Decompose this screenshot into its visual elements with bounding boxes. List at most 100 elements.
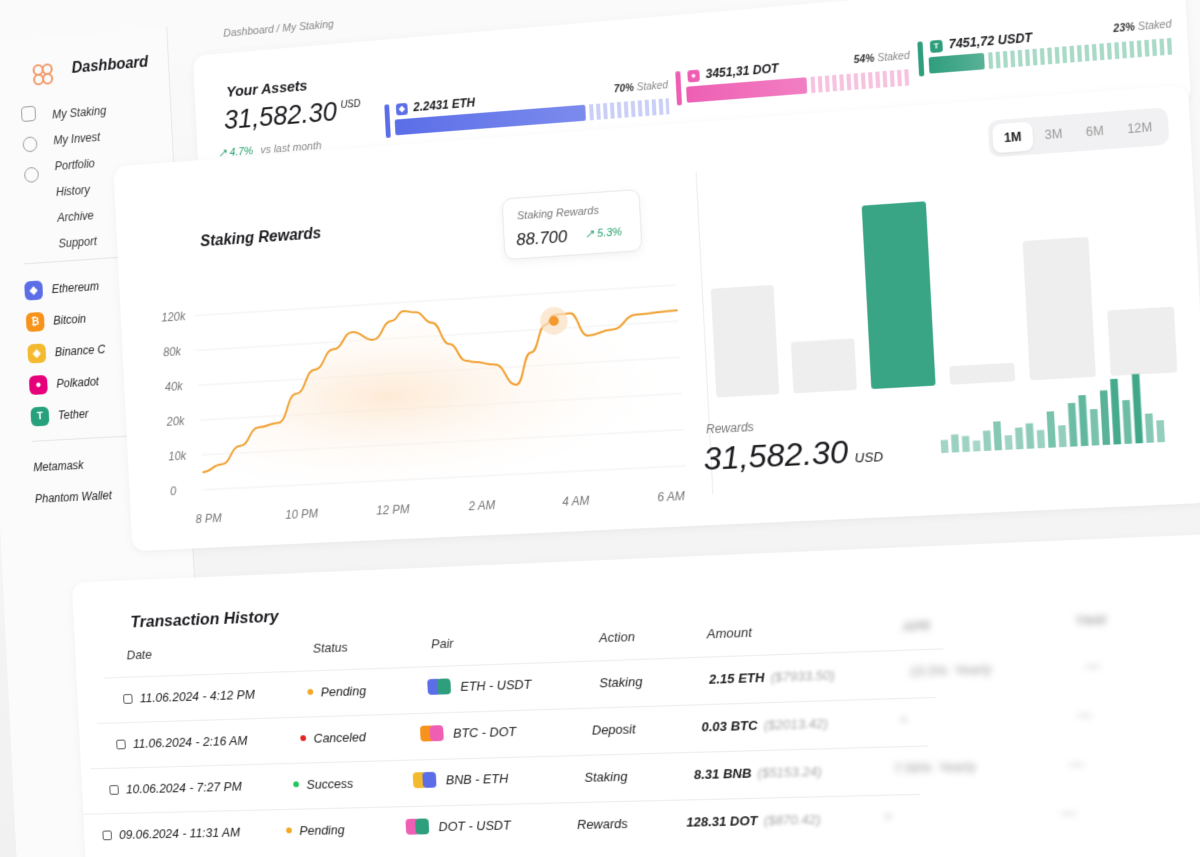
spark-bar: [1005, 435, 1013, 450]
amount-text: 2.15 ETH: [709, 670, 765, 687]
asset-staked-label: Staked: [877, 51, 910, 65]
column-header[interactable]: Action: [599, 629, 636, 645]
date-cell: 09.06.2024 - 11:31 AM: [102, 825, 240, 843]
asset-unstaked-ticks: [810, 69, 911, 93]
spark-bar: [951, 434, 959, 452]
period-tabs: 1M 3M 6M 12M: [987, 107, 1169, 157]
date-cell: 11.06.2024 - 4:12 PM: [123, 687, 255, 706]
amount-text: 8.31 BNB: [693, 765, 751, 782]
apr-note: Yearly: [953, 661, 992, 678]
pair-cell: BTC - DOT: [420, 723, 517, 742]
transactions-title: Transaction History: [130, 607, 279, 632]
apr-cell: •: [885, 809, 897, 825]
rewards-bar[interactable]: [791, 339, 857, 394]
line-area: [195, 294, 686, 490]
column-header[interactable]: Yield: [1074, 612, 1105, 629]
staking-tooltip: Staking Rewards 88.700 ↗ 5.3%: [501, 189, 642, 260]
breadcrumb[interactable]: Dashboard / My Staking: [223, 19, 334, 40]
yield-cell: —: [1069, 756, 1084, 772]
asset-unstaked-ticks: [589, 98, 669, 120]
coin-name: Tether: [58, 407, 89, 422]
amount-cell: 128.31 DOT ($870.42): [686, 812, 821, 830]
tether-icon: T: [930, 40, 943, 53]
wallet-item[interactable]: Metamask: [33, 448, 111, 484]
help-icon[interactable]: [24, 167, 39, 183]
column-header[interactable]: Status: [312, 640, 348, 656]
date-text: 11.06.2024 - 2:16 AM: [133, 733, 248, 751]
asset-staked-label: Staked: [637, 80, 669, 93]
amount-text: 128.31 DOT: [686, 813, 758, 830]
spark-bar: [973, 440, 981, 451]
tether-icon: T: [30, 406, 49, 426]
column-header[interactable]: Date: [126, 647, 152, 662]
y-tick-label: 10k: [168, 450, 188, 464]
tooltip-value: 88.700: [516, 227, 568, 250]
apr-cell: •: [901, 712, 913, 728]
coin-name: Ethereum: [51, 279, 99, 296]
staking-card: Staking Rewards 0 10k 20k 40k 80k 120k 8 PM 10 …: [113, 85, 1200, 551]
y-tick-label: 120k: [161, 310, 187, 324]
tab-period[interactable]: 12M: [1115, 112, 1165, 145]
action-cell: Rewards: [577, 816, 629, 832]
nav-item[interactable]: Support: [58, 227, 113, 257]
tooltip-label: Staking Rewards: [517, 205, 599, 223]
asset-accent: [675, 71, 682, 106]
rewards-bar[interactable]: [711, 285, 779, 398]
rewards-spark-chart: [937, 368, 1174, 453]
asset-accent: [917, 41, 924, 76]
rewards-bar[interactable]: [862, 201, 936, 389]
asset-staked: 23% Staked: [1113, 19, 1172, 35]
y-tick-label: 20k: [165, 415, 186, 429]
wallet-item[interactable]: Phantom Wallet: [34, 480, 112, 515]
date-cell: 11.06.2024 - 2:16 AM: [116, 733, 248, 751]
amount-cell: 2.15 ETH ($7933.50): [709, 667, 836, 686]
asset-staked-pct: 23%: [1113, 22, 1135, 35]
assets-total-value: 31,582.30: [223, 97, 337, 135]
sidebar-title: Dashboard: [71, 54, 148, 78]
rewards-bar[interactable]: [1107, 307, 1177, 376]
spark-bar: [1058, 425, 1067, 447]
spark-bar: [1037, 430, 1045, 448]
rewards-bar[interactable]: [1023, 237, 1096, 381]
nav-item[interactable]: Archive: [57, 202, 112, 232]
ethereum-icon: ◆: [24, 280, 43, 300]
status-dot: [307, 689, 313, 695]
apr-value: 15.5%: [909, 663, 948, 680]
nav-item[interactable]: My Invest: [53, 124, 108, 154]
ethereum-icon: ◆: [396, 103, 408, 116]
spark-bar: [1132, 374, 1143, 444]
column-header[interactable]: APR: [902, 618, 931, 634]
tab-period[interactable]: 6M: [1073, 115, 1116, 147]
status-dot: [293, 781, 299, 787]
assets-currency: USD: [340, 99, 361, 111]
action-cell: Staking: [599, 674, 643, 690]
column-header[interactable]: Amount: [706, 625, 752, 642]
spark-bar: [941, 440, 949, 453]
nav-item[interactable]: History: [55, 176, 110, 206]
grid-icon[interactable]: [21, 106, 36, 122]
asset-amount: 7451,72 USDT: [948, 30, 1032, 51]
column-header[interactable]: Pair: [431, 636, 454, 652]
tab-period[interactable]: 3M: [1032, 118, 1075, 150]
asset-staked-pct: 70%: [614, 83, 634, 96]
tab-period[interactable]: 1M: [992, 121, 1034, 153]
transactions-card: Transaction History Date Status Pair Action…: [72, 534, 1200, 857]
calendar-icon: [102, 830, 112, 840]
apr-value: 7.56%: [893, 760, 932, 776]
asset-allocation[interactable]: T 7451,72 USDT 23% Staked: [917, 15, 1173, 77]
asset-staked-fill: [929, 53, 985, 74]
rewards-label: Rewards: [706, 420, 755, 437]
pair-quote-icon: [437, 678, 451, 694]
asset-staked-pct: 54%: [854, 53, 875, 66]
asset-staked: 54% Staked: [854, 51, 911, 67]
date-text: 09.06.2024 - 11:31 AM: [119, 825, 241, 842]
status-text: Pending: [320, 683, 366, 699]
status-cell: Success: [293, 776, 354, 792]
wallet-icon[interactable]: [22, 136, 37, 152]
x-tick-label: 6 AM: [657, 490, 686, 505]
spark-bar: [993, 421, 1002, 450]
polkadot-icon: ●: [29, 374, 48, 394]
calendar-icon: [116, 740, 126, 750]
asset-allocation[interactable]: ● 3451,31 DOT 54% Staked: [675, 47, 911, 106]
x-tick-label: 8 PM: [195, 512, 222, 526]
